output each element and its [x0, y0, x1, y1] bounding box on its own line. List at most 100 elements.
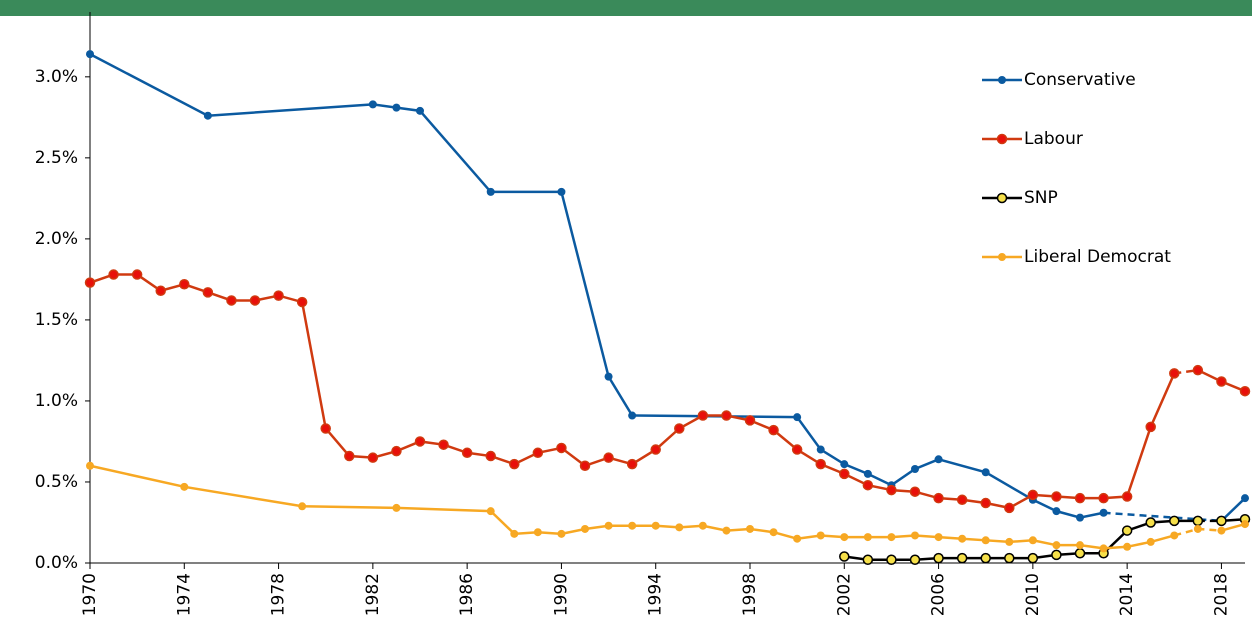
- point: [839, 468, 850, 480]
- point: [958, 534, 967, 543]
- point: [1192, 364, 1204, 376]
- point: [510, 529, 519, 538]
- point: [934, 455, 943, 464]
- series-line: [89, 464, 1246, 550]
- x-tick-label: 2014: [1117, 573, 1137, 616]
- y-tick-label: 2.5%: [35, 148, 78, 168]
- legend-label: Labour: [1024, 129, 1083, 149]
- point: [697, 410, 709, 421]
- point: [863, 533, 872, 542]
- point: [557, 529, 566, 538]
- point: [768, 424, 779, 436]
- point: [628, 521, 637, 530]
- point: [84, 277, 96, 288]
- x-tick-label: 2006: [929, 573, 949, 616]
- point: [815, 458, 826, 470]
- point: [1076, 513, 1084, 522]
- y-tick-label: 0.5%: [35, 472, 78, 492]
- point: [86, 461, 94, 470]
- y-tick-label: 1.0%: [35, 391, 78, 411]
- point: [626, 458, 638, 470]
- point: [1098, 492, 1109, 504]
- point: [438, 439, 449, 450]
- point: [911, 531, 919, 540]
- x-tick-label: 1974: [174, 573, 194, 616]
- point: [721, 410, 732, 421]
- point: [746, 524, 754, 533]
- point: [1192, 515, 1204, 527]
- point: [108, 269, 119, 280]
- point: [1099, 544, 1108, 553]
- x-tick-label: 1990: [551, 573, 571, 616]
- point: [1145, 421, 1156, 433]
- point: [1239, 385, 1251, 397]
- point: [461, 447, 473, 459]
- point: [579, 460, 591, 472]
- point: [840, 460, 849, 469]
- point: [344, 450, 355, 462]
- point: [1217, 526, 1226, 535]
- legend-marker: [998, 253, 1006, 261]
- point: [485, 450, 496, 462]
- point: [1216, 515, 1227, 527]
- point: [934, 533, 943, 542]
- point: [1241, 520, 1249, 529]
- point: [1121, 491, 1133, 502]
- point: [909, 486, 921, 497]
- point: [650, 444, 661, 455]
- point: [911, 465, 919, 474]
- point: [744, 415, 756, 426]
- point: [1027, 489, 1039, 501]
- point: [604, 521, 613, 530]
- series-line: [89, 273, 1246, 510]
- x-tick-label: 2018: [1211, 573, 1231, 616]
- series-line: [844, 517, 1246, 562]
- point: [862, 479, 874, 491]
- point: [674, 423, 685, 434]
- point: [296, 296, 308, 308]
- x-tick-label: 1978: [269, 573, 289, 616]
- legend-label: Liberal Democrat: [1024, 247, 1171, 267]
- point: [1074, 548, 1086, 559]
- point: [793, 534, 802, 543]
- point: [320, 423, 331, 434]
- point: [933, 552, 944, 564]
- point: [956, 552, 968, 564]
- y-tick-label: 2.0%: [35, 229, 78, 249]
- point: [1193, 524, 1202, 533]
- x-tick-label: 1970: [80, 573, 100, 616]
- point: [1052, 541, 1061, 550]
- point: [816, 531, 825, 540]
- point: [298, 502, 307, 511]
- y-tick-label: 0.0%: [35, 553, 78, 573]
- x-tick-label: 1986: [457, 573, 477, 616]
- point: [1076, 541, 1084, 550]
- point: [1216, 376, 1227, 387]
- legend-label: Conservative: [1024, 70, 1136, 90]
- point: [202, 287, 214, 298]
- point: [956, 494, 968, 506]
- point: [1052, 507, 1061, 516]
- point: [839, 551, 850, 562]
- point: [1241, 494, 1249, 503]
- point: [1074, 492, 1086, 504]
- point: [603, 452, 614, 463]
- point: [722, 526, 731, 535]
- point: [1169, 368, 1180, 379]
- point: [180, 482, 189, 491]
- point: [980, 552, 991, 564]
- point: [1170, 531, 1179, 540]
- point: [391, 445, 402, 457]
- x-tick-label: 2002: [834, 573, 854, 616]
- point: [1169, 515, 1180, 527]
- y-tick-label: 1.5%: [35, 310, 78, 330]
- point: [367, 452, 379, 463]
- point: [414, 436, 426, 447]
- point: [86, 50, 94, 59]
- point: [1145, 517, 1156, 528]
- point: [368, 100, 377, 109]
- point: [203, 111, 212, 120]
- point: [226, 295, 237, 306]
